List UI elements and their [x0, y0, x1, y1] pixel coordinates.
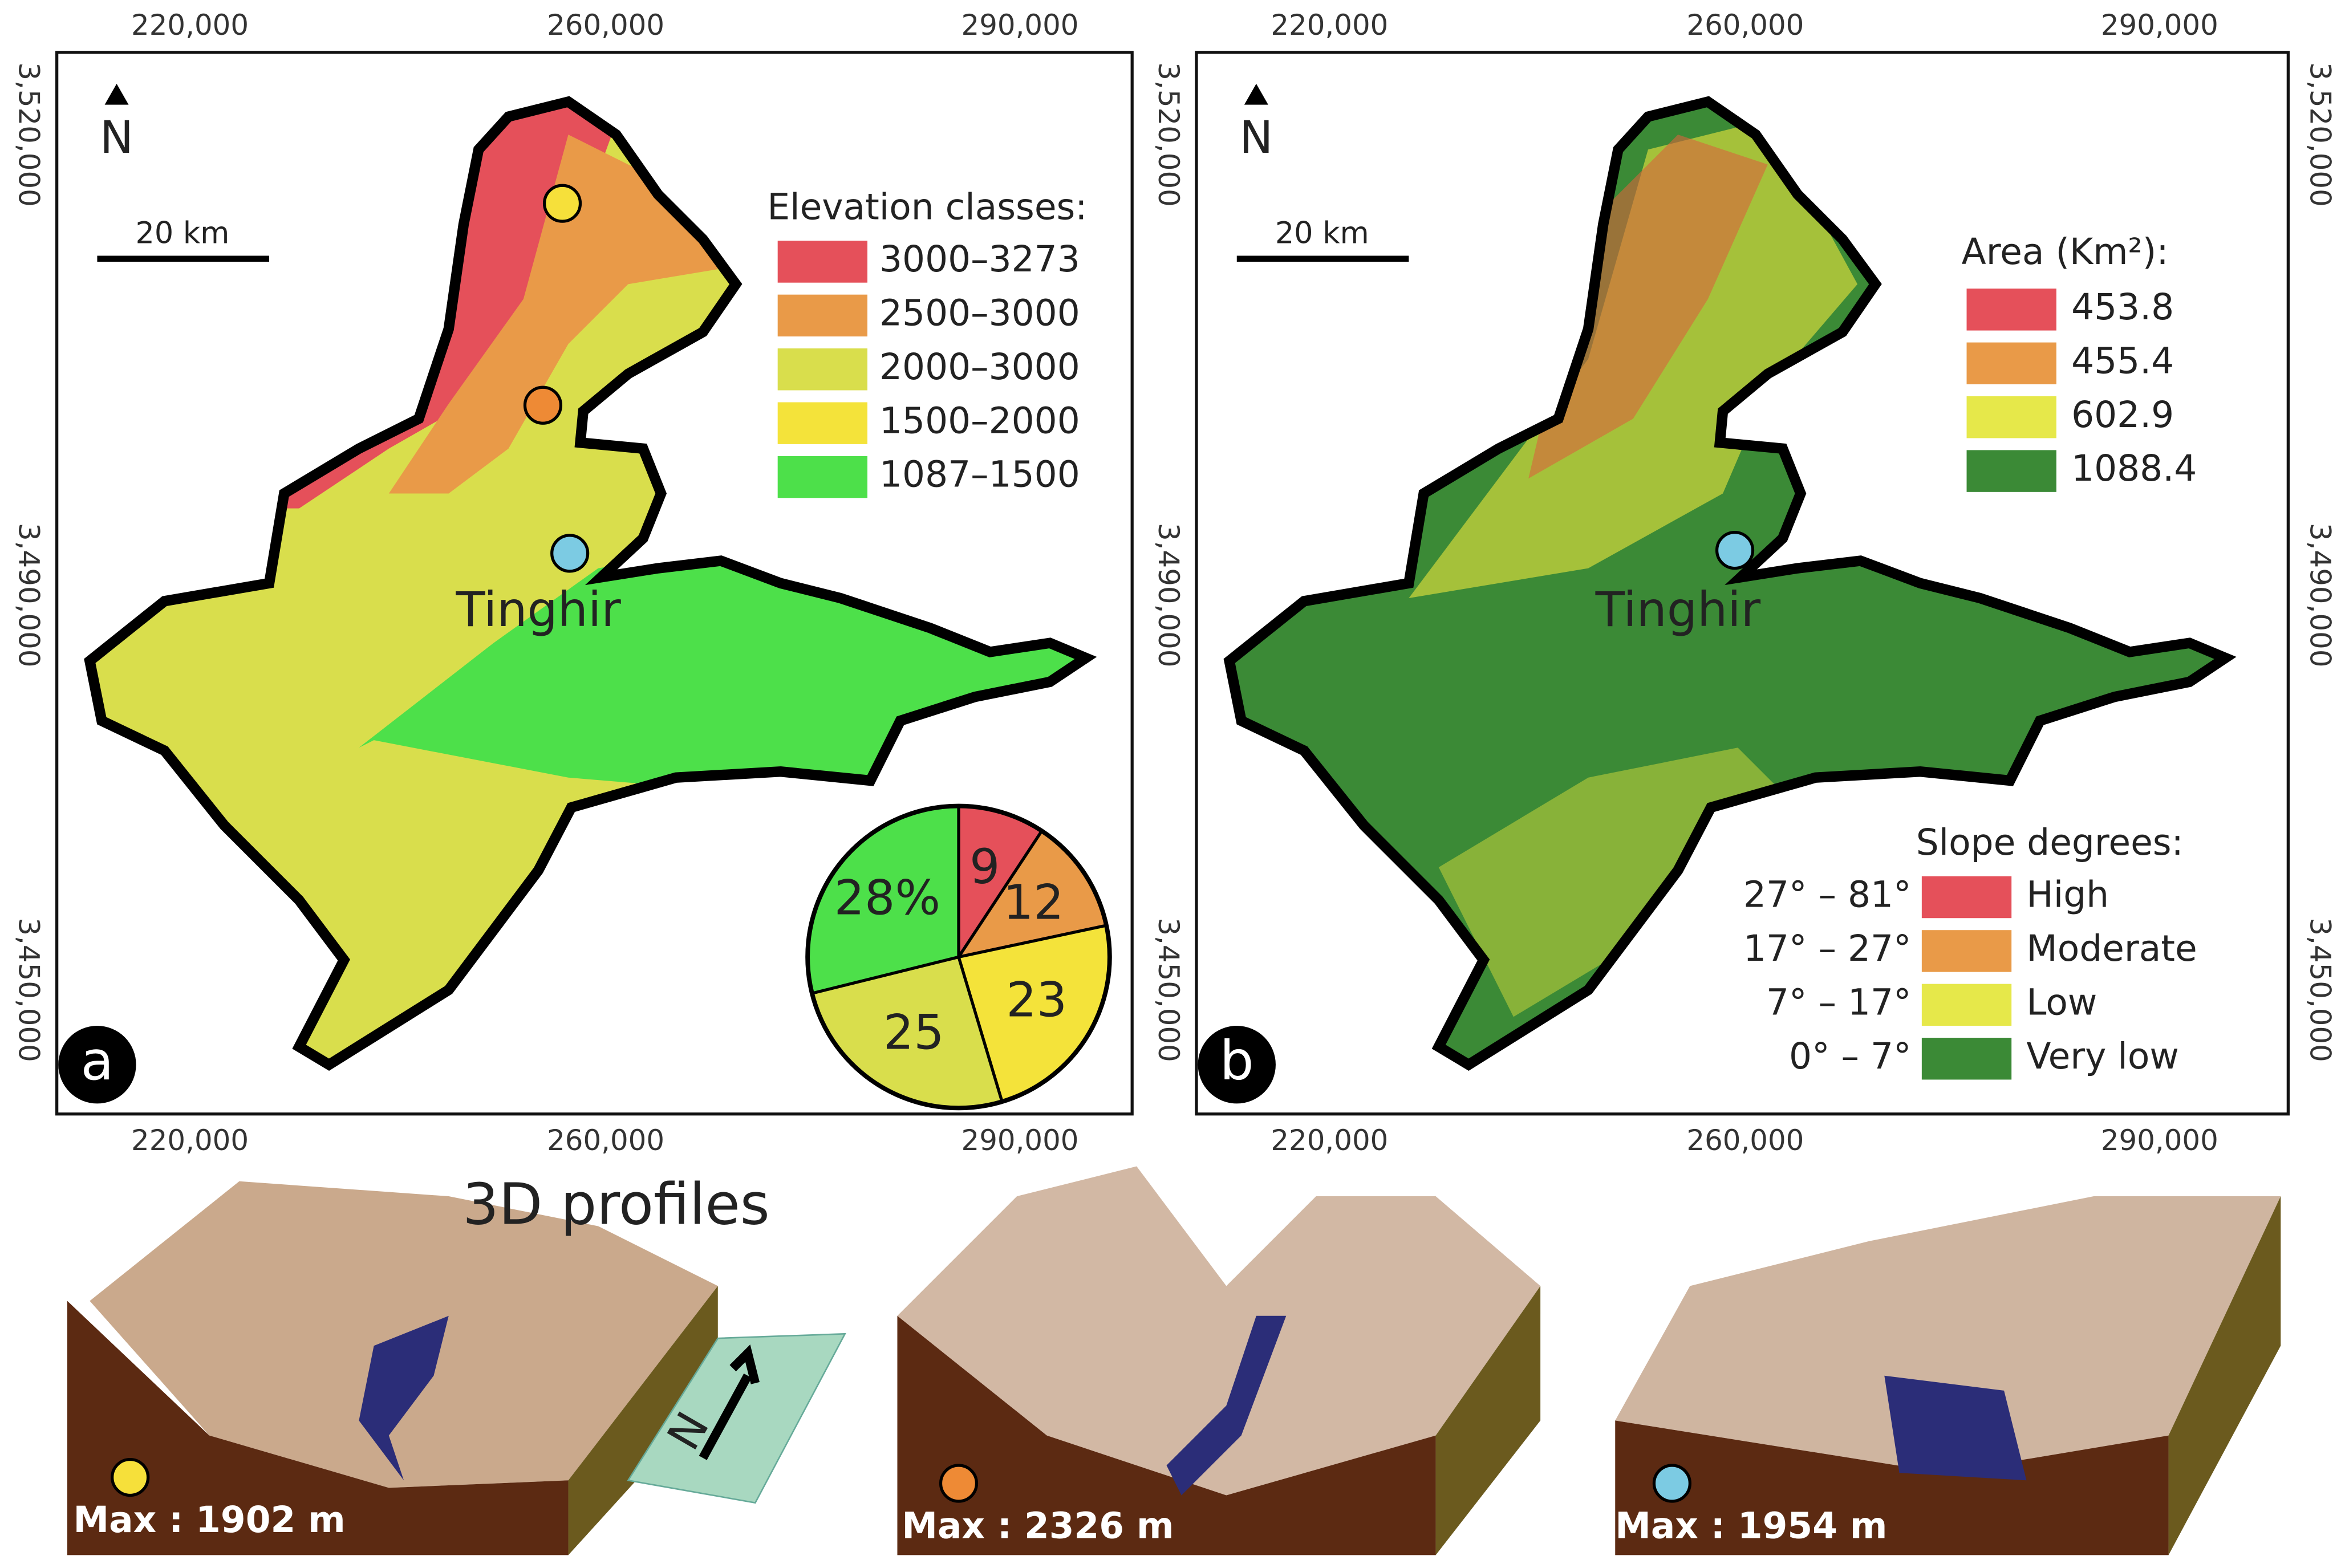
slope-zone — [1528, 135, 1768, 479]
x-coordinate-label: 290,000 — [2101, 9, 2218, 42]
legend-label: 2000–3000 — [879, 346, 1080, 388]
legend-label: 1500–2000 — [879, 400, 1080, 441]
profile-block — [1615, 1196, 2281, 1555]
scale-label: 20 km — [1275, 216, 1369, 250]
elevation-zone — [388, 135, 718, 494]
y-coordinate-label: 3,490,000 — [13, 523, 46, 668]
legend-swatch — [777, 294, 868, 337]
x-coordinate-label: 220,000 — [1271, 1124, 1388, 1157]
x-coordinate-label: 260,000 — [1686, 1124, 1804, 1157]
x-coordinate-label: 260,000 — [547, 1124, 664, 1157]
legend-swatch — [1966, 450, 2056, 492]
pie-label: 9 — [969, 839, 1000, 895]
x-coordinate-label: 220,000 — [1271, 9, 1388, 42]
x-coordinate-label: 260,000 — [1686, 9, 1804, 42]
legend-swatch — [777, 456, 868, 498]
x-coordinate-label: 220,000 — [131, 9, 249, 42]
profile-max: Max : 2326 m — [902, 1505, 1174, 1546]
y-coordinate-label: 3,520,000 — [2303, 62, 2336, 207]
legend-swatch — [1921, 930, 2012, 972]
y-coordinate-label: 3,520,000 — [1152, 62, 1185, 207]
legend-label: High — [2026, 874, 2109, 916]
legend-range: 7° – 17° — [1766, 981, 1911, 1023]
panel-label: a — [81, 1030, 114, 1092]
legend-swatch — [777, 348, 868, 391]
y-coordinate-label: 3,490,000 — [1152, 523, 1185, 668]
legend-title: Elevation classes: — [767, 186, 1087, 228]
legend-range: 17° – 27° — [1743, 928, 1912, 969]
north-arrow — [1244, 83, 1268, 105]
legend-label: 453.8 — [2071, 286, 2174, 328]
profile-max: Max : 1954 m — [1615, 1505, 1887, 1546]
profile-max: Max : 1902 m — [74, 1499, 346, 1541]
legend-swatch — [1921, 984, 2012, 1026]
legend-swatch — [1966, 396, 2056, 438]
profile-marker — [111, 1457, 150, 1497]
pie-label: 25 — [883, 1004, 944, 1060]
location-dot — [550, 534, 590, 573]
profile-marker — [939, 1464, 979, 1503]
legend-label: 1088.4 — [2071, 448, 2197, 489]
legend-swatch — [777, 402, 868, 444]
legend-label: 455.4 — [2071, 340, 2174, 381]
north-plate — [627, 1333, 846, 1504]
place-label: Tinghir — [455, 582, 621, 637]
place-label: Tinghir — [1595, 582, 1761, 637]
north-label: N — [1239, 111, 1273, 164]
north-label: N — [100, 111, 133, 164]
legend-title: Area (Km²): — [1962, 231, 2169, 273]
north-arrow — [104, 83, 129, 105]
legend-swatch — [1966, 289, 2056, 331]
legend-swatch — [1921, 876, 2012, 919]
profile-block — [67, 1181, 846, 1555]
legend-swatch — [1966, 342, 2056, 385]
legend-title: Slope degrees: — [1916, 822, 2184, 863]
legend-swatch — [777, 241, 868, 283]
location-dot — [1715, 531, 1755, 570]
slope-map — [1230, 101, 2226, 1065]
panel-label: b — [1220, 1030, 1254, 1092]
y-coordinate-label: 3,450,000 — [2303, 917, 2336, 1062]
profile-marker — [1652, 1464, 1691, 1503]
legend-label: Low — [2026, 981, 2097, 1023]
y-coordinate-label: 3,450,000 — [1152, 917, 1185, 1062]
legend-label: 2500–3000 — [879, 292, 1080, 334]
legend-label: 3000–3273 — [879, 238, 1080, 280]
x-coordinate-label: 260,000 — [547, 9, 664, 42]
x-coordinate-label: 290,000 — [961, 9, 1079, 42]
pie-label: 23 — [1006, 972, 1067, 1027]
y-coordinate-label: 3,450,000 — [13, 917, 46, 1062]
pie-label: 12 — [1003, 875, 1064, 931]
legend-label: 602.9 — [2071, 394, 2174, 436]
y-coordinate-label: 3,520,000 — [13, 62, 46, 207]
legend-range: 27° – 81° — [1743, 874, 1912, 916]
location-dot — [523, 385, 563, 425]
y-coordinate-label: 3,490,000 — [2303, 523, 2336, 668]
legend-label: Very low — [2026, 1035, 2178, 1077]
profile-block — [897, 1166, 1541, 1555]
profiles-title: 3D profiles — [462, 1171, 769, 1237]
panel-badge — [58, 1026, 136, 1104]
location-dot — [542, 184, 582, 223]
legend-range: 0° – 7° — [1789, 1035, 1911, 1077]
legend-label: 1087–1500 — [879, 454, 1080, 495]
x-coordinate-label: 290,000 — [2101, 1124, 2218, 1157]
x-coordinate-label: 220,000 — [131, 1124, 249, 1157]
scale-label: 20 km — [136, 216, 230, 250]
legend-swatch — [1921, 1038, 2012, 1080]
panel-badge — [1198, 1026, 1276, 1104]
x-coordinate-label: 290,000 — [961, 1124, 1079, 1157]
legend-label: Moderate — [2026, 928, 2197, 969]
pie-outline — [805, 803, 1112, 1111]
pie-label: 28% — [834, 870, 941, 925]
